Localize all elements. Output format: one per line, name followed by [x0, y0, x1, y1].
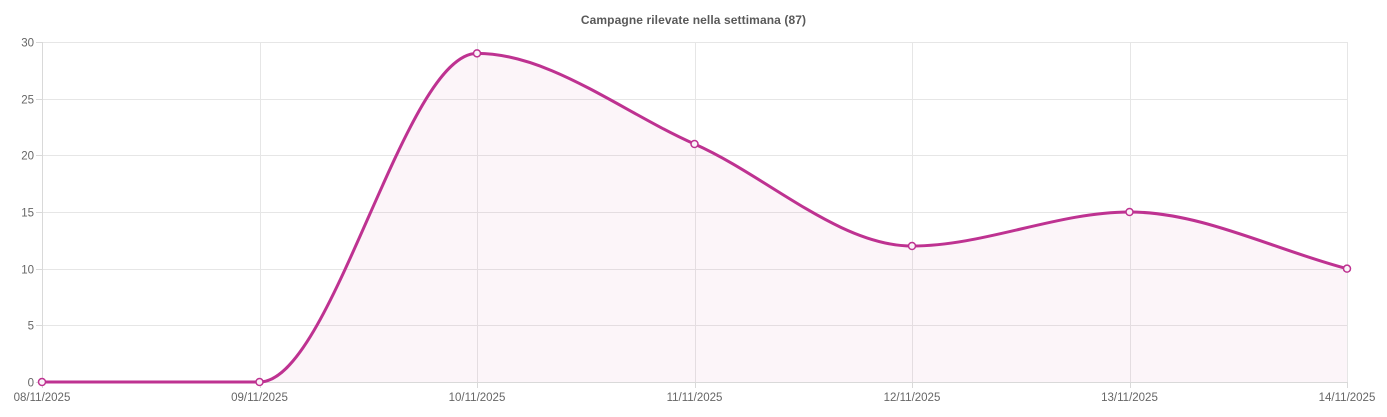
y-axis-label: 30: [21, 38, 34, 50]
series-area-fill: [42, 53, 1347, 382]
y-axis-label: 10: [21, 265, 34, 277]
x-axis-label: 14/11/2025: [1319, 392, 1376, 404]
data-point-marker[interactable]: [690, 139, 699, 149]
y-axis-label: 20: [21, 151, 34, 163]
x-axis-label: 12/11/2025: [884, 392, 941, 404]
y-axis-label: 15: [21, 208, 34, 220]
data-point-marker[interactable]: [1125, 207, 1134, 217]
data-point-marker[interactable]: [1342, 264, 1352, 273]
x-axis-label: 13/11/2025: [1101, 392, 1158, 404]
data-point-marker[interactable]: [37, 377, 47, 387]
y-axis-label: 5: [28, 321, 34, 333]
x-axis-label: 11/11/2025: [667, 392, 723, 404]
x-axis-label: 08/11/2025: [14, 392, 71, 404]
data-point-marker[interactable]: [907, 241, 917, 251]
x-axis-label: 09/11/2025: [231, 392, 288, 404]
y-axis-label: 25: [21, 95, 34, 107]
x-axis-label: 10/11/2025: [449, 392, 506, 404]
data-point-marker[interactable]: [255, 377, 264, 387]
data-point-marker[interactable]: [472, 49, 482, 58]
y-axis-label: 0: [28, 378, 34, 390]
chart-title: Campagne rilevate nella settimana (87): [580, 13, 807, 27]
